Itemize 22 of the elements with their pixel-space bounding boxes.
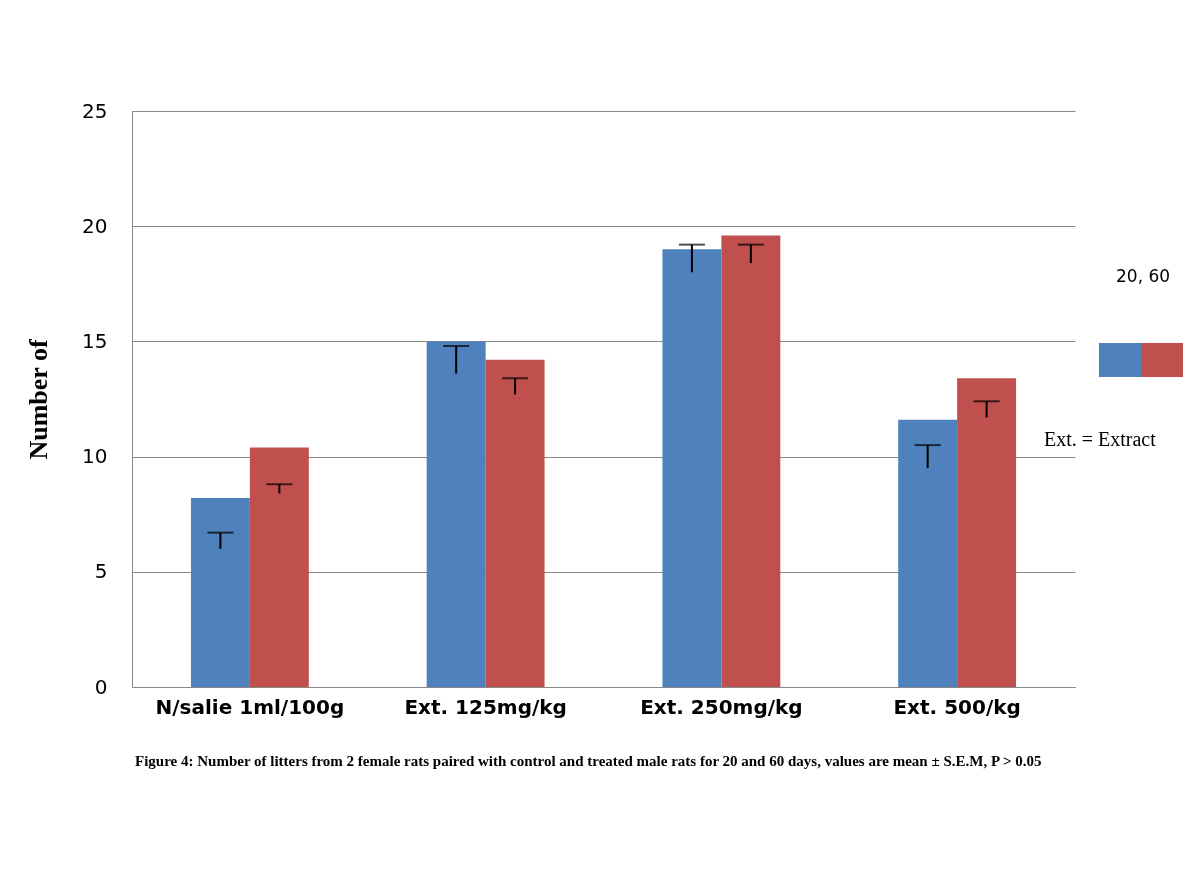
x-tick-label: Ext. 125mg/kg: [404, 694, 567, 719]
legend-title: 20, 60: [1116, 266, 1171, 286]
y-tick-label: 20: [82, 213, 108, 238]
bar: [485, 359, 545, 687]
bar: [249, 447, 309, 687]
y-tick-label: 15: [82, 328, 108, 353]
bar: [190, 498, 250, 687]
annotation: Ext. = Extract: [1044, 428, 1156, 451]
y-tick-label: 25: [82, 98, 108, 123]
bar: [898, 419, 958, 687]
x-tick-label: Ext. 250mg/kg: [640, 694, 803, 719]
bar: [957, 378, 1017, 687]
x-tick-label: Ext. 500/kg: [893, 694, 1021, 719]
bar: [426, 341, 486, 687]
x-tick-label: N/salie 1ml/100g: [155, 694, 345, 719]
bar: [721, 235, 781, 687]
y-tick-label: 5: [94, 559, 108, 584]
bar: [662, 249, 722, 687]
y-tick-label: 10: [82, 444, 108, 469]
caption: Figure 4: Number of litters from 2 female rats paired with control and treated male rats for 20 and 60 days, values are mean ± S.E.M, P > 0.05: [135, 752, 1043, 771]
y-axis-title: Number of: [24, 339, 54, 460]
y-tick-label: 0: [94, 674, 108, 699]
